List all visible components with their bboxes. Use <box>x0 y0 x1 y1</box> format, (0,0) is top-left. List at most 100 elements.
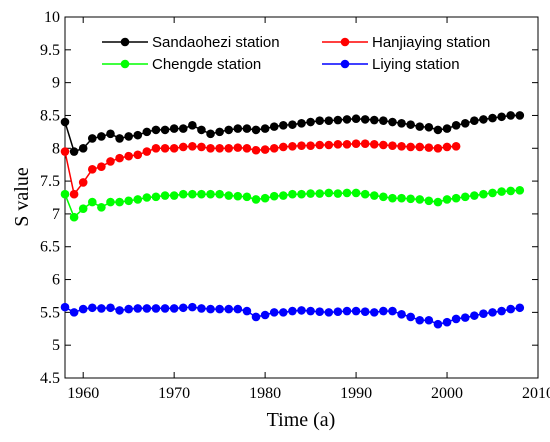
data-point <box>87 164 97 174</box>
data-point <box>333 140 343 149</box>
data-point <box>470 191 479 200</box>
y-tick-label: 8.5 <box>40 107 60 124</box>
data-point <box>142 127 152 137</box>
data-point <box>224 143 234 153</box>
data-point <box>124 196 133 206</box>
data-point <box>379 306 388 316</box>
data-point <box>197 304 206 313</box>
data-point <box>78 204 88 213</box>
series-3 <box>60 185 525 222</box>
data-point <box>360 307 370 317</box>
y-axis-title: S value <box>11 167 33 227</box>
data-point <box>142 304 152 313</box>
data-point <box>242 192 252 202</box>
legend-item: Hanjiaying station <box>322 34 490 51</box>
data-point <box>215 189 224 199</box>
data-point <box>315 307 324 317</box>
data-point <box>233 191 243 201</box>
data-point <box>178 303 188 313</box>
data-point <box>151 304 161 313</box>
legend-item: Liying station <box>322 56 460 73</box>
data-point <box>415 315 425 325</box>
legend-marker <box>120 59 130 69</box>
x-tick-label: 2000 <box>431 385 463 402</box>
series-2 <box>60 139 461 199</box>
data-point <box>315 189 324 198</box>
data-point <box>151 192 161 202</box>
data-point <box>315 140 324 150</box>
data-point <box>106 129 115 139</box>
data-point <box>169 124 179 133</box>
data-point <box>324 140 334 150</box>
data-point <box>470 116 479 126</box>
data-point <box>279 142 288 152</box>
data-point <box>178 189 188 199</box>
data-point <box>324 308 334 317</box>
data-point <box>360 189 370 199</box>
data-point <box>215 143 224 153</box>
data-point <box>297 141 306 150</box>
data-point <box>188 121 197 130</box>
data-point <box>369 140 379 149</box>
data-point <box>497 187 506 196</box>
data-point <box>251 125 261 135</box>
data-point <box>224 191 234 200</box>
data-point <box>488 308 497 317</box>
data-point <box>215 127 224 137</box>
data-point <box>233 143 243 152</box>
data-point <box>433 125 443 135</box>
data-point <box>188 302 197 312</box>
data-point <box>160 143 170 153</box>
y-tick-label: 5.5 <box>40 304 60 321</box>
data-point <box>406 120 415 129</box>
data-point <box>124 151 133 161</box>
data-point <box>178 124 188 133</box>
data-point <box>133 195 143 204</box>
y-tick-label: 6.5 <box>40 239 60 256</box>
data-point <box>297 119 306 128</box>
data-point <box>242 306 252 316</box>
data-point <box>479 189 488 199</box>
data-point <box>115 197 124 207</box>
data-point <box>215 304 224 314</box>
data-point <box>288 189 297 199</box>
data-point <box>515 185 525 195</box>
data-point <box>360 139 370 148</box>
data-point <box>251 312 261 322</box>
data-point <box>233 124 243 133</box>
data-point <box>433 319 443 329</box>
x-tick-label: 1980 <box>249 385 281 402</box>
data-point <box>60 147 70 156</box>
data-point <box>451 121 461 130</box>
data-point <box>297 189 306 199</box>
data-point <box>424 122 434 132</box>
data-point <box>388 117 397 127</box>
y-tick-label: 8 <box>52 140 60 157</box>
data-point <box>115 306 124 315</box>
data-point <box>479 115 488 124</box>
data-point <box>333 115 343 125</box>
data-point <box>406 194 415 204</box>
data-point <box>197 189 206 199</box>
data-point <box>78 178 88 187</box>
data-point <box>506 186 516 196</box>
data-point <box>515 303 525 313</box>
data-point <box>206 143 215 153</box>
data-point <box>288 142 297 151</box>
legend-marker <box>340 59 350 69</box>
data-point <box>69 308 79 317</box>
data-point <box>78 143 88 153</box>
data-point <box>133 130 143 140</box>
data-point <box>415 195 425 204</box>
data-point <box>260 124 270 133</box>
y-tick-label: 10 <box>44 9 60 26</box>
data-point <box>388 306 397 316</box>
data-point <box>87 134 97 143</box>
y-tick-label: 6 <box>52 272 60 289</box>
data-point <box>279 121 288 130</box>
data-point <box>433 143 443 153</box>
data-point <box>451 314 461 324</box>
axis-ticks: 1960 1970 1980 1990 2000 2010 4.5 5 5.5 6 6.5 7 7.5 8… <box>40 9 550 402</box>
data-point <box>106 157 115 166</box>
